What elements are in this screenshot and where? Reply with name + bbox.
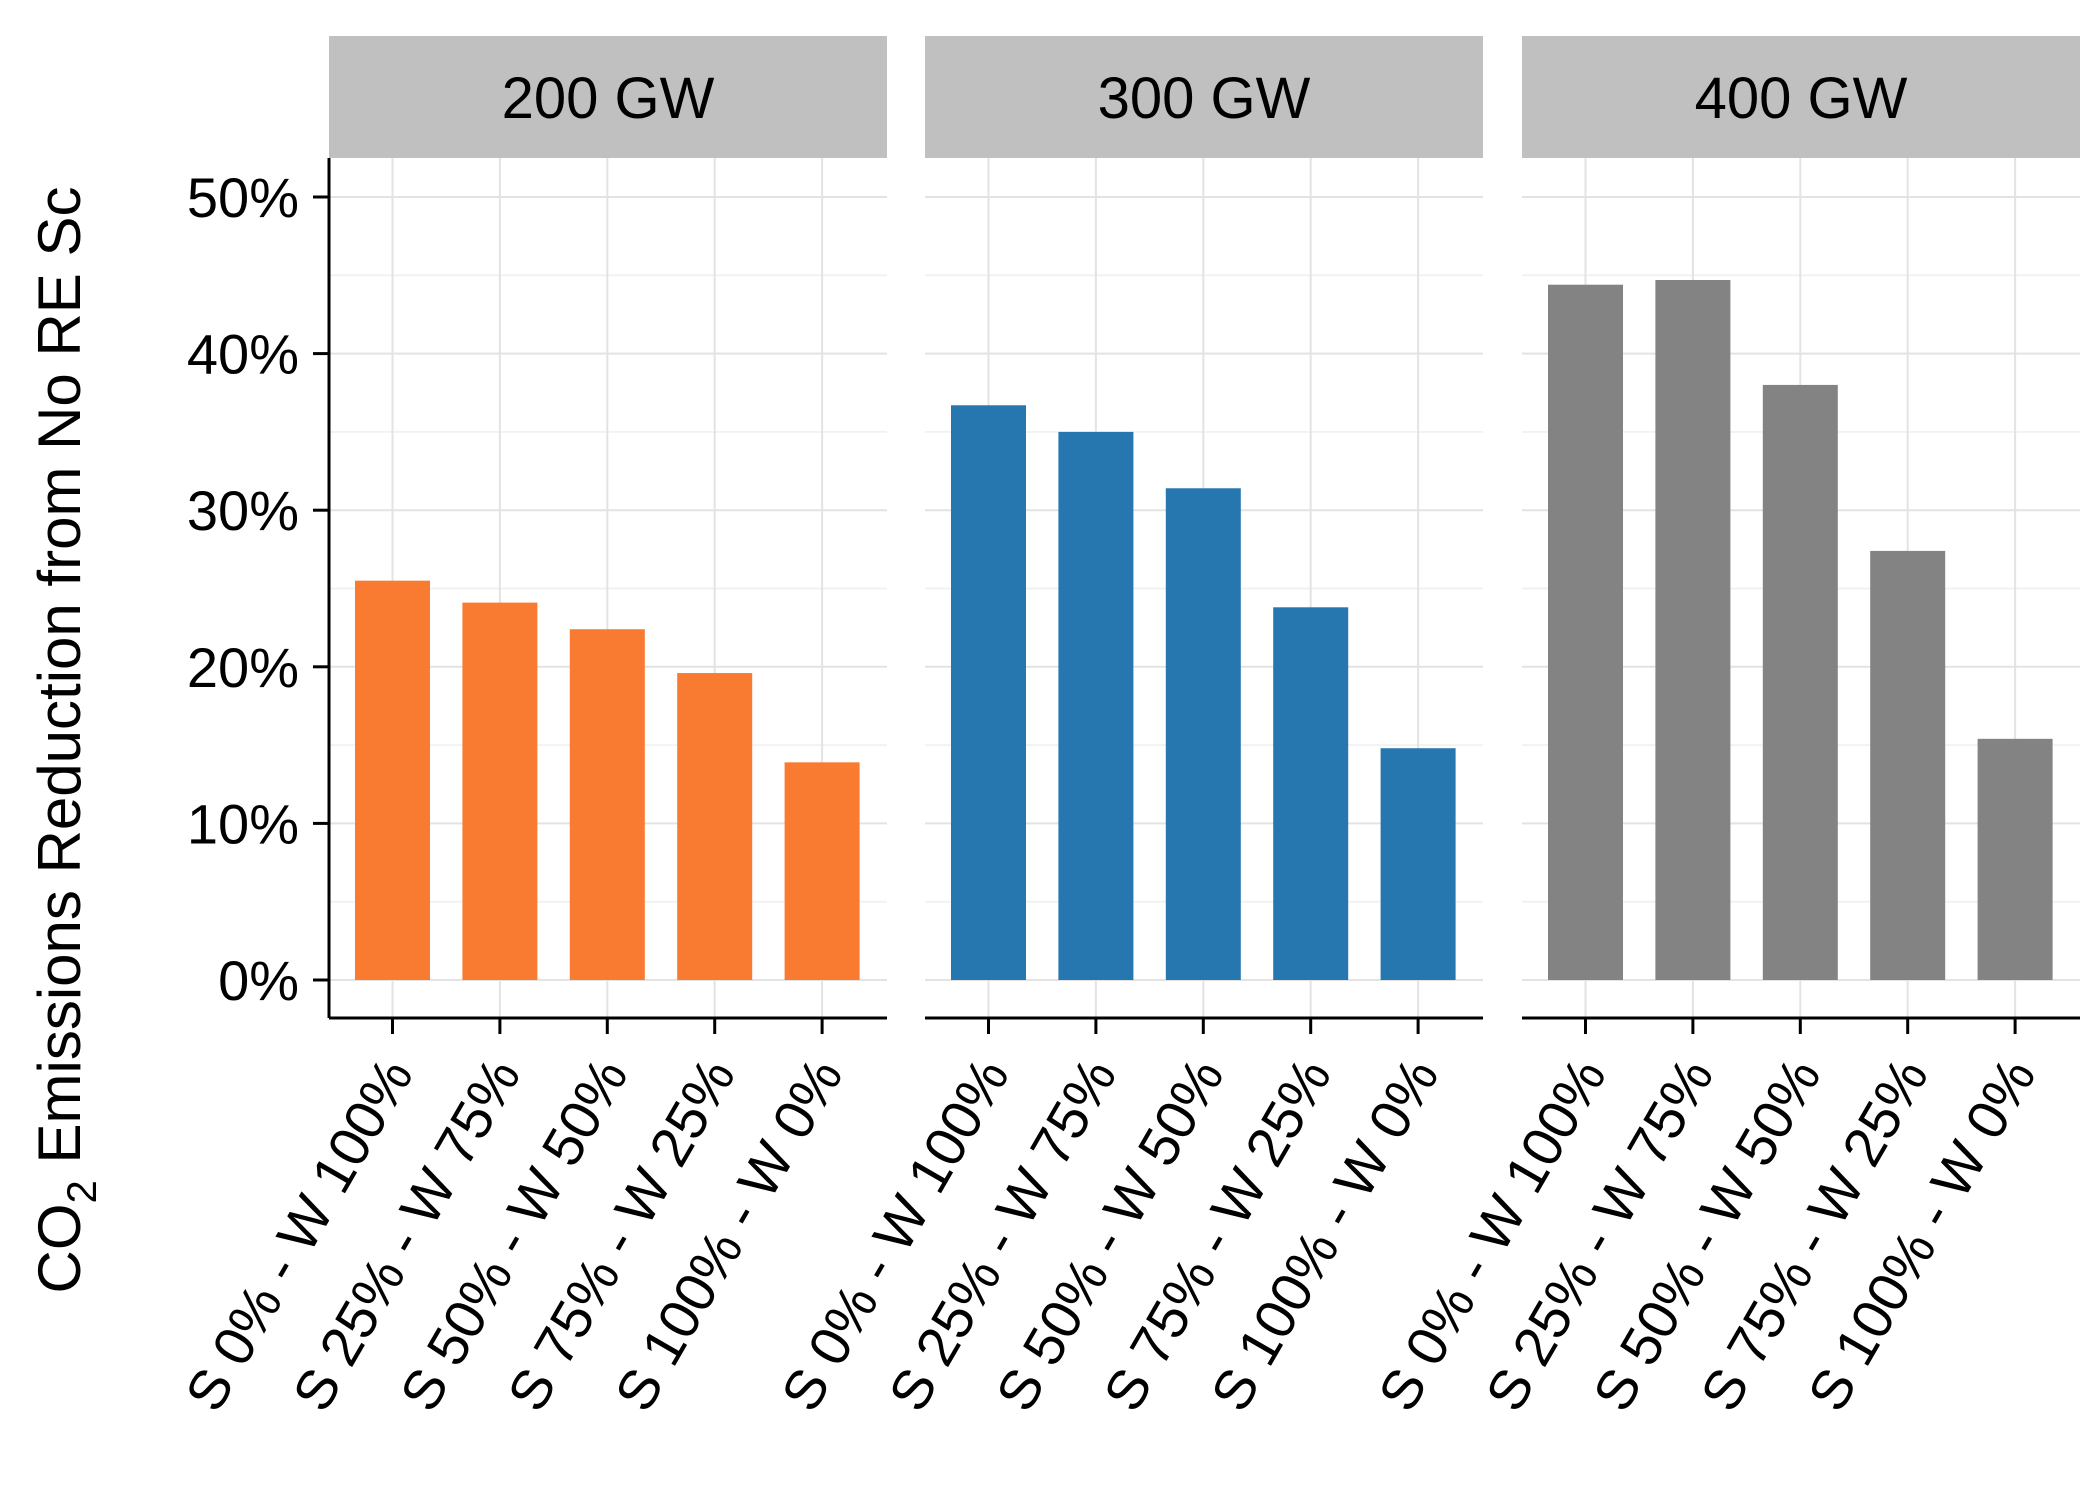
bar [1870,550,1946,980]
facet-label: 200 GW [502,66,715,131]
facet-strip [329,36,887,158]
bar [1165,488,1241,980]
facet-label: 400 GW [1695,66,1908,131]
y-axis-title-prefix: CO [26,1204,93,1294]
bar [1273,607,1349,980]
bar [355,580,430,980]
svg-text:CO2 Emissions Reduction from N: CO2 Emissions Reduction from No RE Sc [26,186,105,1293]
y-tick-label: 10% [187,792,299,855]
bar [1977,738,2053,980]
y-tick-label: 40% [187,323,299,386]
y-axis-title-subscript: 2 [58,1180,105,1203]
bar [1762,384,1838,980]
bar [784,762,860,980]
facet-strip [1522,36,2080,158]
y-tick-label: 0% [218,949,299,1012]
bar [1058,431,1134,980]
facet-label: 300 GW [1098,66,1311,131]
bar [462,602,538,980]
bar [1548,284,1623,980]
bar [569,629,645,980]
y-tick-label: 30% [187,479,299,542]
y-axis-title-rest: Emissions Reduction from No RE Sc [26,186,93,1180]
y-tick-label: 50% [187,166,299,229]
bar [1380,748,1456,980]
bar [1655,279,1731,980]
bar [951,405,1026,980]
y-tick-label: 20% [187,636,299,699]
facet-strip [925,36,1483,158]
y-axis-title: CO2 Emissions Reduction from No RE Sc [26,186,105,1293]
bar [677,673,753,980]
